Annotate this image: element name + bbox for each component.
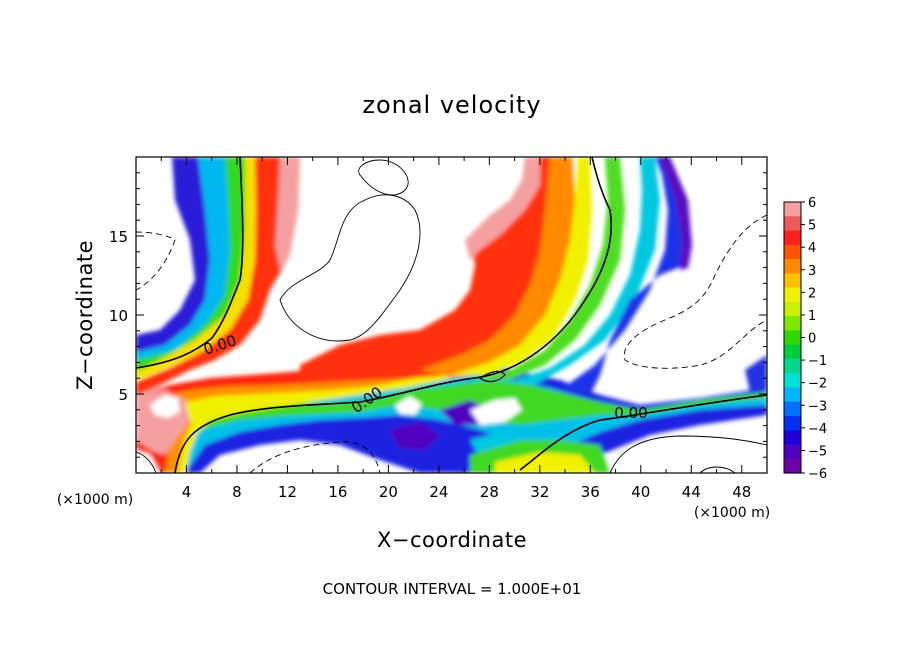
x-tick-label: 20 <box>379 483 398 501</box>
x-tick-label: 40 <box>631 483 650 501</box>
colorbar-swatch <box>784 273 801 289</box>
contour-zero-belt <box>174 157 613 473</box>
x-tick-label: 24 <box>429 483 448 501</box>
x-tick-label: 48 <box>732 483 751 501</box>
shade-pocket-violet-2 <box>390 422 440 450</box>
y-axis: 5 10 15 <box>109 172 767 458</box>
colorbar-tick-label: 0 <box>808 332 816 347</box>
x-tick-label: 28 <box>480 483 499 501</box>
contour-label-3: 0.00 <box>614 404 647 422</box>
x-tick-label: 4 <box>182 483 192 501</box>
x-tick-label: 36 <box>581 483 600 501</box>
colorbar-swatch <box>784 301 801 317</box>
shade-bottom-left-white <box>136 450 160 473</box>
x-tick-label: 16 <box>328 483 347 501</box>
colorbar-tick-label: 4 <box>808 241 816 256</box>
contour-interval-note: CONTOUR INTERVAL = 1.000E+01 <box>323 580 582 598</box>
y-tick-label: 5 <box>118 386 128 404</box>
colorbar-swatch <box>784 387 801 403</box>
shade-white-hole-2 <box>470 398 522 425</box>
x-unit-label: (×1000 m) <box>694 505 770 521</box>
shade-right-edge-blue <box>745 355 767 392</box>
shade-center-red <box>300 157 560 384</box>
shade-left-pink <box>275 157 300 270</box>
colorbar-swatch <box>784 458 801 474</box>
colorbar-tick-label: −5 <box>808 444 827 459</box>
shade-belt-orange <box>150 360 470 473</box>
colorbar-tick-label: −4 <box>808 422 827 437</box>
contour-positive-blob <box>279 194 421 342</box>
colorbar-swatch <box>784 344 801 360</box>
contour-zero-left <box>136 157 244 369</box>
x-tick-label: 44 <box>682 483 701 501</box>
colorbar-swatch <box>784 259 801 274</box>
colorbar-tick-label: −3 <box>808 399 827 414</box>
colorbar-swatch <box>784 230 801 246</box>
colorbar-tick-label: −6 <box>808 467 827 482</box>
contour-thin-bottom-right <box>609 435 767 473</box>
colorbar-swatch <box>784 330 801 346</box>
shade-center-green <box>470 157 625 380</box>
contour-negative-bottom <box>249 441 381 473</box>
colorbar-tick-label: 1 <box>808 309 816 324</box>
colorbar-tick-label: −2 <box>808 377 827 392</box>
contour-thin-corner <box>136 451 157 473</box>
shade-center-orange <box>420 157 575 378</box>
shade-left-white-hole <box>150 395 180 418</box>
colorbar-swatch <box>784 415 801 431</box>
colorbar-tick-label: 6 <box>808 196 816 211</box>
colorbar-swatch <box>784 358 801 374</box>
colorbar-swatch <box>784 316 801 331</box>
shade-white-hole-1 <box>395 396 422 415</box>
colorbar-swatch <box>784 401 801 417</box>
shade-bottom-center-yellow <box>495 452 595 473</box>
shade-center-violet <box>660 157 692 270</box>
x-tick-label: 32 <box>530 483 549 501</box>
shade-center-yellow <box>450 157 592 375</box>
y-axis-label: Z−coordinate <box>73 240 97 390</box>
colorbar-tick-label: −1 <box>808 354 827 369</box>
x-axis: 4 8 12 16 20 24 28 32 36 40 44 48 <box>160 157 751 501</box>
colorbar-swatch <box>784 202 801 217</box>
colorbar-tick-label: 2 <box>808 286 816 301</box>
chart-title: zonal velocity <box>362 91 541 119</box>
contour-thin-bottom-small <box>699 466 736 473</box>
contour-negative-left-upper <box>136 231 176 291</box>
shade-belt-green <box>150 380 767 473</box>
colorbar-swatch <box>784 444 801 460</box>
contour-small-loop <box>478 370 506 383</box>
colorbar-swatch <box>784 216 801 232</box>
y-unit-label: (×1000 m) <box>57 492 133 508</box>
contour-lines <box>136 157 767 473</box>
x-tick-label: 12 <box>278 483 297 501</box>
contour-negative-right <box>623 214 767 369</box>
shade-left-red <box>136 157 300 395</box>
colorbar-tick-label: 3 <box>808 264 816 279</box>
colorbar-swatch <box>784 373 801 389</box>
colorbar-swatch <box>784 430 801 446</box>
x-tick-label: 8 <box>232 483 242 501</box>
colorbar-swatch <box>784 244 801 260</box>
x-axis-label: X−coordinate <box>377 528 527 552</box>
contour-zero-low <box>519 394 767 471</box>
shade-belt-yellow <box>175 372 468 473</box>
colorbar-tick-label: 5 <box>808 219 816 234</box>
y-tick-label: 15 <box>109 228 128 246</box>
colorbar: 6 5 4 3 2 1 0 −1 −2 −3 −4 −5 −6 <box>783 196 827 482</box>
colorbar-swatch <box>784 287 801 303</box>
contour-positive-upper <box>358 159 409 196</box>
shade-center-cyan <box>510 157 660 385</box>
y-tick-label: 10 <box>109 307 128 325</box>
shade-center-pink <box>465 157 540 260</box>
